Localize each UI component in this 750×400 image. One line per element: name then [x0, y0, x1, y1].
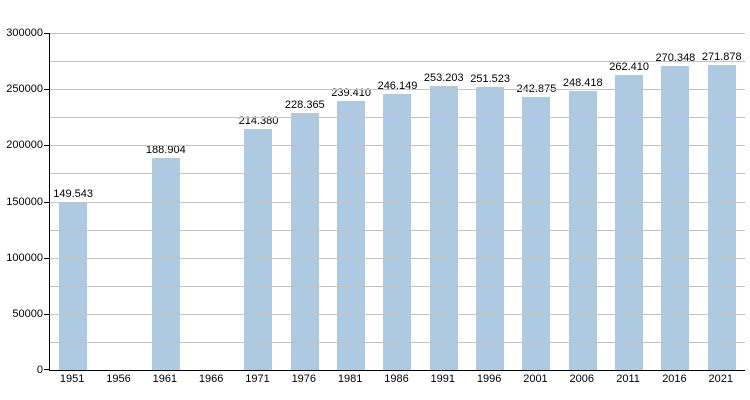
bar-value-label: 188.904 — [145, 143, 186, 156]
bar — [429, 85, 458, 370]
bar-value-label: 270.348 — [655, 52, 696, 65]
x-axis-label: 1991 — [430, 373, 456, 385]
bars-container: 149.543 188.904 214.380 228.365 239.410 246.1… — [50, 33, 745, 370]
y-axis-label: 100000 — [6, 251, 43, 264]
bar — [151, 157, 180, 370]
x-axis-label: 1996 — [476, 373, 502, 385]
y-axis-label: 50000 — [12, 307, 43, 320]
x-axis-label: 1971 — [245, 373, 270, 385]
y-axis-label: 300000 — [6, 27, 43, 39]
category-slot: 262.410 — [606, 33, 652, 370]
category-slot: 246.149 — [374, 33, 420, 370]
x-axis-label: 1976 — [291, 373, 317, 385]
y-axis-tick — [44, 89, 49, 91]
gridline — [50, 33, 745, 34]
gridline — [50, 173, 745, 175]
x-axis-label: 2011 — [616, 373, 640, 385]
x-axis-label: 2001 — [523, 373, 548, 385]
y-axis-label: 150000 — [6, 195, 43, 208]
category-slot: 251.523 — [467, 33, 513, 370]
gridline — [50, 89, 745, 91]
gridline — [50, 341, 745, 343]
bar-value-label: 262.410 — [609, 61, 649, 74]
bar — [476, 87, 505, 370]
gridline — [50, 145, 745, 147]
gridline — [50, 313, 745, 315]
y-axis-tick — [44, 369, 49, 370]
x-axis-labels: 1951 1956 1961 1966 1971 1976 1981 1986 1991 1996… — [49, 373, 744, 385]
y-axis-tick — [44, 313, 49, 315]
bar-value-label: 251.523 — [470, 73, 510, 86]
bar — [337, 101, 366, 370]
category-slot: 228.365 — [282, 33, 328, 370]
gridline — [50, 229, 745, 231]
bar — [522, 97, 551, 370]
category-slot: 214.380 — [235, 33, 281, 370]
category-slot: 270.348 — [652, 33, 698, 370]
y-axis-tick — [44, 145, 49, 147]
bar-value-label: 271.878 — [701, 50, 742, 63]
bar-value-label: 246.149 — [377, 79, 418, 92]
bar-value-label: 248.418 — [562, 76, 603, 89]
y-axis-label: 0 — [36, 364, 43, 376]
bar — [290, 113, 319, 370]
bar — [383, 93, 412, 370]
gridline — [50, 61, 745, 63]
bar — [244, 129, 273, 370]
gridline — [50, 201, 745, 203]
bar — [615, 75, 644, 370]
y-axis-tick — [44, 33, 49, 34]
x-axis-label: 1956 — [106, 373, 131, 385]
x-axis-label: 1951 — [59, 373, 85, 385]
x-axis-label: 2006 — [569, 373, 595, 385]
y-axis-label: 200000 — [6, 139, 43, 152]
category-slot: 242.875 — [513, 33, 559, 370]
bar-value-label: 149.543 — [53, 188, 94, 201]
bar — [661, 66, 690, 370]
gridline — [50, 257, 745, 259]
bar-value-label: 228.365 — [284, 99, 325, 112]
bar-value-label: 253.203 — [423, 71, 464, 84]
gridline — [50, 285, 745, 287]
plot-area: 149.543 188.904 214.380 228.365 239.410 246.1… — [44, 33, 745, 371]
y-axis-tick — [44, 201, 49, 203]
y-axis-labels: 0 50000 100000 150000 200000 250000 300000 — [0, 27, 43, 376]
x-axis-label: 1986 — [384, 373, 409, 385]
x-axis-label: 1966 — [198, 373, 224, 385]
x-axis-label: 2021 — [708, 373, 733, 385]
y-axis-label: 250000 — [6, 83, 43, 96]
gridline — [50, 117, 745, 119]
y-axis-tick — [44, 257, 49, 259]
x-axis-label: 1981 — [337, 373, 363, 385]
category-slot: 253.203 — [421, 33, 467, 370]
category-slot: 271.878 — [699, 33, 745, 370]
bar — [707, 64, 736, 370]
x-axis-label: 1961 — [152, 373, 178, 385]
x-axis-label: 2016 — [662, 373, 687, 385]
category-slot: 188.904 — [143, 33, 189, 370]
